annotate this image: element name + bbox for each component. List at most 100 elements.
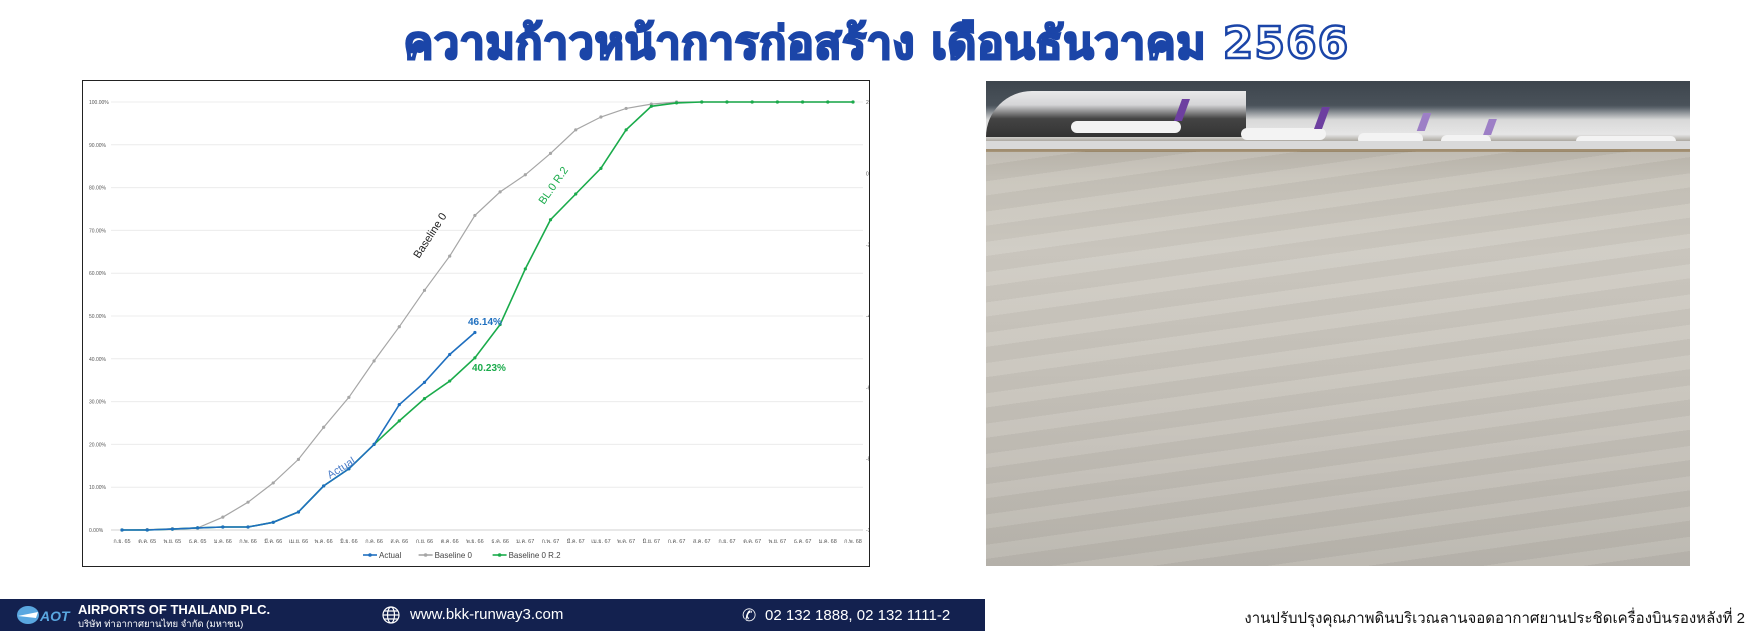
x-tick-label: มิ.ย. 67 xyxy=(642,538,660,545)
progress-chart: 0.00% 10.00% 20.00% 30.00% 40.00% 50.00% 60.00… xyxy=(82,80,870,567)
data-point xyxy=(800,100,805,104)
data-point xyxy=(851,100,855,104)
legend-marker xyxy=(423,553,428,557)
baseline-annotation: Baseline 0 xyxy=(411,211,449,261)
data-point xyxy=(548,151,553,155)
photo-caption: งานปรับปรุงคุณภาพดินบริเวณลานจอดอากาศยาน… xyxy=(1244,610,1745,627)
aircraft xyxy=(1071,121,1181,133)
data-point xyxy=(422,380,427,384)
fence xyxy=(986,141,1690,152)
aircraft-tail xyxy=(1483,119,1497,135)
data-point xyxy=(750,100,754,104)
x-tick-label: มี.ค. 67 xyxy=(566,538,584,545)
y-tick-label: 20.00% xyxy=(89,442,107,448)
y2-tick-label: -40.00% xyxy=(866,314,869,320)
x-tick-label: เม.ย. 67 xyxy=(591,539,610,545)
data-point xyxy=(322,484,326,488)
r2-value-label: 40.23% xyxy=(472,363,506,374)
chart-svg: 0.00% 10.00% 20.00% 30.00% 40.00% 50.00% 60.00… xyxy=(89,100,869,560)
data-point xyxy=(196,526,200,530)
data-point xyxy=(498,190,502,194)
phone-numbers: 02 132 1888, 02 132 1111-2 xyxy=(765,607,951,624)
data-point xyxy=(498,322,502,327)
data-point xyxy=(296,510,301,514)
data-point xyxy=(448,379,452,383)
x-tick-label: ต.ค. 66 xyxy=(441,539,459,545)
series-line-actual xyxy=(122,331,476,531)
x-tick-label: พ.ย. 65 xyxy=(164,539,182,545)
y-tick-label: 30.00% xyxy=(89,400,107,406)
data-point xyxy=(574,128,578,132)
x-tick-label: ธ.ค. 67 xyxy=(794,538,812,545)
data-point xyxy=(523,173,527,177)
data-point xyxy=(826,100,830,104)
data-point xyxy=(574,192,578,196)
x-tick-label: มิ.ย. 66 xyxy=(340,538,358,545)
x-tick-label: มี.ค. 66 xyxy=(264,538,282,545)
y-tick-label: 80.00% xyxy=(89,186,107,192)
y-tick-label: 40.00% xyxy=(89,357,107,363)
actual-value-label: 46.14% xyxy=(468,317,502,328)
x-tick-label: ก.พ. 68 xyxy=(844,539,862,545)
x-tick-label: พ.ย. 66 xyxy=(466,539,484,545)
y2-tick-label: 0.00% xyxy=(866,171,869,177)
aircraft xyxy=(1241,128,1326,140)
x-tick-label: ก.พ. 67 xyxy=(542,539,560,545)
company-name-en: AIRPORTS OF THAILAND PLC. xyxy=(78,602,271,617)
y-tick-label: 100.00% xyxy=(89,100,109,106)
data-point xyxy=(700,100,704,104)
data-point xyxy=(372,359,376,363)
r2-annotation: BL.0 R.2 xyxy=(537,165,571,207)
x-tick-label: พ.ค. 66 xyxy=(315,539,333,545)
y-tick-label: 50.00% xyxy=(89,314,107,320)
data-point xyxy=(523,267,527,271)
data-point xyxy=(347,467,351,471)
x-tick-label: ส.ค. 67 xyxy=(693,538,711,545)
data-point xyxy=(271,481,275,485)
actual-annotation: Actual xyxy=(325,455,357,481)
x-tick-label: เม.ย. 66 xyxy=(289,539,308,545)
data-point xyxy=(448,352,452,357)
x-tick-label: ก.ค. 66 xyxy=(365,539,383,545)
data-point xyxy=(221,515,225,519)
data-point xyxy=(473,213,477,218)
y2-tick-label: -80.00% xyxy=(866,457,869,463)
data-point xyxy=(473,356,477,360)
data-point xyxy=(599,115,603,119)
data-point xyxy=(473,330,477,335)
data-point xyxy=(397,419,401,423)
x-tick-label: ส.ค. 66 xyxy=(390,538,408,545)
data-point xyxy=(725,100,729,104)
data-point xyxy=(246,525,250,529)
x-tick-label: พ.ย. 67 xyxy=(769,539,787,545)
data-point xyxy=(775,100,779,104)
data-point xyxy=(624,106,628,111)
data-point xyxy=(170,527,175,531)
data-point xyxy=(347,395,351,399)
data-point xyxy=(548,218,553,222)
y-tick-label: 10.00% xyxy=(89,485,107,491)
aircraft-tail xyxy=(1416,113,1432,131)
x-tick-label: ก.ย. 65 xyxy=(113,539,130,545)
data-point xyxy=(296,457,301,461)
y2-tick-label: 20.00% xyxy=(866,100,869,106)
y-tick-label: 60.00% xyxy=(89,271,107,277)
data-point xyxy=(422,288,427,292)
y2-tick-label: -60.00% xyxy=(866,385,869,391)
x-tick-label: พ.ค. 67 xyxy=(617,539,635,545)
footer-bar: AOT AIRPORTS OF THAILAND PLC. บริษัท ท่า… xyxy=(0,599,985,631)
website-link[interactable]: www.bkk-runway3.com xyxy=(410,606,564,623)
svg-text:AOT: AOT xyxy=(39,608,71,624)
aot-logo: AOT xyxy=(17,606,71,624)
data-point xyxy=(397,402,401,407)
y-tick-label: 0.00% xyxy=(89,528,104,534)
legend-marker xyxy=(497,553,502,557)
data-point xyxy=(145,528,149,532)
construction-photo xyxy=(986,81,1690,566)
data-point xyxy=(246,500,250,504)
data-point xyxy=(674,101,679,105)
y2-tick-label: -100.00% xyxy=(866,528,869,534)
legend-label: Actual xyxy=(379,551,401,560)
y2-tick-label: -20.00% xyxy=(866,243,869,249)
x-tick-label: ต.ค. 67 xyxy=(743,539,761,545)
